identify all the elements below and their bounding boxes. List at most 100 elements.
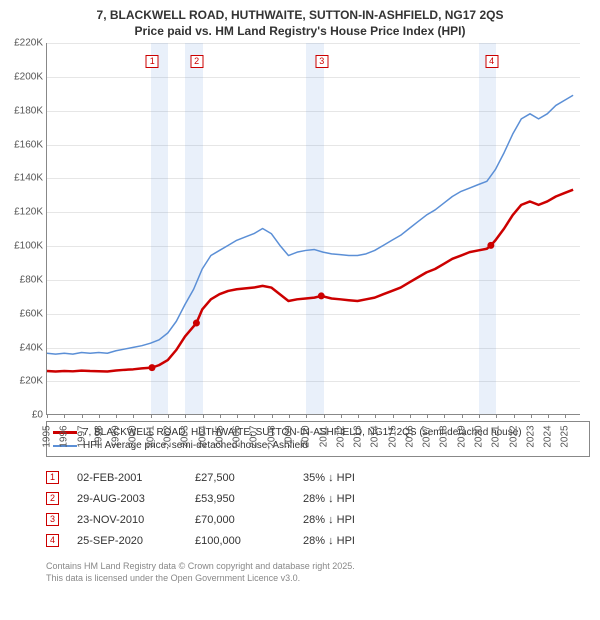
series-hpi <box>47 95 573 354</box>
x-tick <box>254 414 255 418</box>
x-tick <box>462 414 463 418</box>
x-tick <box>220 414 221 418</box>
transaction-row: 425-SEP-2020£100,00028% ↓ HPI <box>46 530 590 551</box>
x-axis-label: 2005 <box>214 426 225 448</box>
x-axis-label: 2018 <box>439 426 450 448</box>
x-axis-label: 2008 <box>266 426 277 448</box>
x-axis-label: 2021 <box>491 426 502 448</box>
x-tick <box>133 414 134 418</box>
x-tick <box>324 414 325 418</box>
x-axis-label: 2009 <box>283 426 294 448</box>
x-tick <box>496 414 497 418</box>
x-axis-label: 2019 <box>456 426 467 448</box>
transaction-row: 229-AUG-2003£53,95028% ↓ HPI <box>46 488 590 509</box>
x-axis-label: 2011 <box>318 426 329 448</box>
x-axis-label: 2000 <box>128 426 139 448</box>
transaction-date: 23-NOV-2010 <box>77 514 177 526</box>
x-axis-label: 2025 <box>560 426 571 448</box>
transaction-price: £100,000 <box>195 535 285 547</box>
transaction-price: £70,000 <box>195 514 285 526</box>
transaction-row: 102-FEB-2001£27,50035% ↓ HPI <box>46 467 590 488</box>
footer-line-1: Contains HM Land Registry data © Crown c… <box>46 561 355 571</box>
x-axis-label: 2003 <box>180 426 191 448</box>
y-axis-label: £20K <box>1 376 43 387</box>
x-axis-label: 2002 <box>162 426 173 448</box>
plot-svg <box>47 43 580 414</box>
x-axis-label: 2010 <box>301 426 312 448</box>
x-axis-label: 2006 <box>232 426 243 448</box>
x-axis-label: 2017 <box>422 426 433 448</box>
sale-marker: 1 <box>146 55 159 68</box>
x-tick <box>306 414 307 418</box>
y-axis-label: £200K <box>1 72 43 83</box>
sale-marker: 2 <box>190 55 203 68</box>
x-axis-label: 1997 <box>76 426 87 448</box>
price-chart: £0£20K£40K£60K£80K£100K£120K£140K£160K£1… <box>46 43 580 415</box>
x-tick <box>565 414 566 418</box>
x-tick <box>82 414 83 418</box>
x-tick <box>531 414 532 418</box>
footer: Contains HM Land Registry data © Crown c… <box>46 561 590 584</box>
transaction-date: 02-FEB-2001 <box>77 472 177 484</box>
x-axis-label: 2015 <box>387 426 398 448</box>
x-tick <box>99 414 100 418</box>
y-axis-label: £100K <box>1 241 43 252</box>
x-axis-label: 2012 <box>335 426 346 448</box>
x-axis-label: 2022 <box>508 426 519 448</box>
footer-line-2: This data is licensed under the Open Gov… <box>46 573 300 583</box>
y-axis-label: £180K <box>1 105 43 116</box>
x-tick <box>514 414 515 418</box>
transaction-marker: 2 <box>46 492 59 505</box>
sale-point <box>318 293 325 300</box>
x-tick <box>548 414 549 418</box>
x-tick <box>272 414 273 418</box>
transaction-price: £53,950 <box>195 493 285 505</box>
x-tick <box>289 414 290 418</box>
y-axis-label: £120K <box>1 207 43 218</box>
transaction-row: 323-NOV-2010£70,00028% ↓ HPI <box>46 509 590 530</box>
x-tick <box>393 414 394 418</box>
y-axis-label: £160K <box>1 139 43 150</box>
x-tick <box>410 414 411 418</box>
sale-marker: 4 <box>485 55 498 68</box>
x-axis-label: 2020 <box>474 426 485 448</box>
transaction-hpi: 28% ↓ HPI <box>303 493 403 505</box>
sale-point <box>193 320 200 327</box>
x-axis-label: 2023 <box>525 426 536 448</box>
transaction-date: 25-SEP-2020 <box>77 535 177 547</box>
chart-title: 7, BLACKWELL ROAD, HUTHWAITE, SUTTON-IN-… <box>0 0 600 43</box>
x-tick <box>375 414 376 418</box>
x-tick <box>47 414 48 418</box>
x-tick <box>185 414 186 418</box>
transaction-hpi: 28% ↓ HPI <box>303 514 403 526</box>
x-axis-label: 2024 <box>543 426 554 448</box>
x-tick <box>427 414 428 418</box>
x-axis-label: 2007 <box>249 426 260 448</box>
y-axis-label: £0 <box>1 410 43 421</box>
transaction-marker: 1 <box>46 471 59 484</box>
sale-marker: 3 <box>315 55 328 68</box>
x-tick <box>151 414 152 418</box>
y-axis-label: £60K <box>1 308 43 319</box>
x-tick <box>203 414 204 418</box>
x-axis-label: 1999 <box>111 426 122 448</box>
title-line-1: 7, BLACKWELL ROAD, HUTHWAITE, SUTTON-IN-… <box>97 8 504 22</box>
x-axis-label: 1996 <box>59 426 70 448</box>
transaction-price: £27,500 <box>195 472 285 484</box>
y-axis-label: £220K <box>1 38 43 49</box>
x-tick <box>479 414 480 418</box>
transactions-table: 102-FEB-2001£27,50035% ↓ HPI229-AUG-2003… <box>46 467 590 551</box>
sale-point <box>149 364 156 371</box>
x-tick <box>116 414 117 418</box>
sale-point <box>487 242 494 249</box>
x-axis-label: 1998 <box>93 426 104 448</box>
series-property <box>47 190 573 372</box>
x-axis-label: 1995 <box>42 426 53 448</box>
title-line-2: Price paid vs. HM Land Registry's House … <box>135 24 466 38</box>
x-axis-label: 2001 <box>145 426 156 448</box>
x-tick <box>237 414 238 418</box>
x-tick <box>64 414 65 418</box>
x-axis-label: 2016 <box>404 426 415 448</box>
x-axis-label: 2013 <box>353 426 364 448</box>
transaction-marker: 4 <box>46 534 59 547</box>
